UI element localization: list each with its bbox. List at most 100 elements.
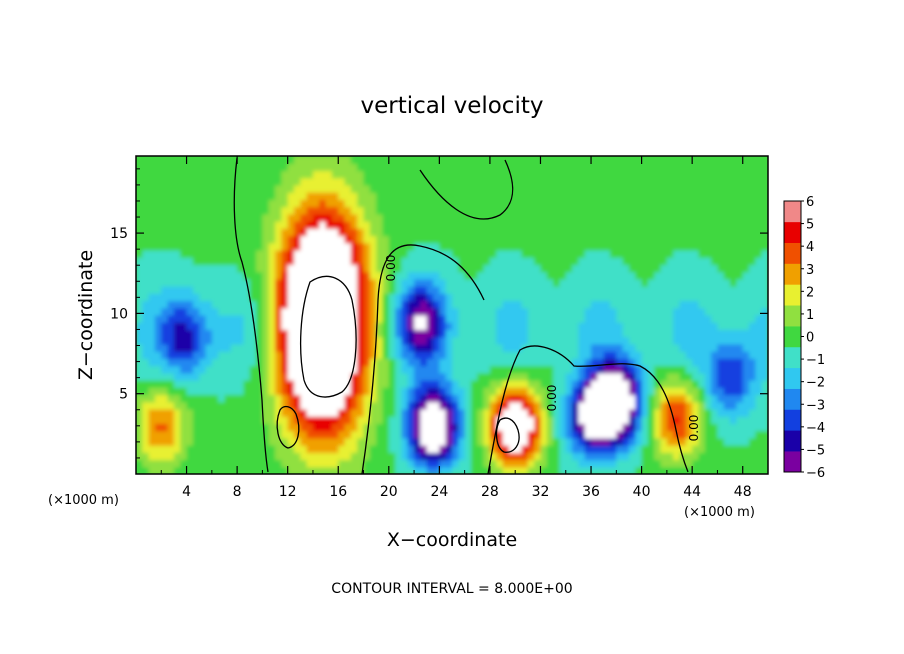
heatmap-cell <box>654 206 662 215</box>
heatmap-cell <box>300 278 308 287</box>
heatmap-cell <box>344 416 352 425</box>
heatmap-cell <box>433 286 440 294</box>
heatmap-cell <box>508 387 516 396</box>
heatmap-cell <box>395 380 403 388</box>
heatmap-cell <box>458 163 466 172</box>
heatmap-cell <box>553 365 561 374</box>
heatmap-cell <box>344 257 352 266</box>
heatmap-cell <box>477 249 485 258</box>
heatmap-cell <box>464 452 472 461</box>
heatmap-cell <box>281 394 289 403</box>
heatmap-cell <box>584 307 592 316</box>
heatmap-cell <box>584 336 592 345</box>
heatmap-cell <box>628 156 636 164</box>
heatmap-cell <box>142 351 150 359</box>
heatmap-cell <box>496 372 504 381</box>
heatmap-cell <box>344 437 352 446</box>
heatmap-cell <box>477 351 485 359</box>
heatmap-cell <box>268 286 276 294</box>
heatmap-cell <box>376 228 384 237</box>
heatmap-cell <box>698 387 706 396</box>
heatmap-cell <box>496 184 504 193</box>
heatmap-cell <box>407 372 415 381</box>
heatmap-cell <box>628 387 636 396</box>
heatmap-cell <box>603 221 611 229</box>
heatmap-cell <box>445 177 453 186</box>
heatmap-cell <box>205 394 213 403</box>
heatmap-cell <box>395 372 403 381</box>
heatmap-cell <box>312 437 320 446</box>
heatmap-cell <box>426 235 434 244</box>
heatmap-cell <box>426 271 434 280</box>
heatmap-cell <box>300 184 308 193</box>
heatmap-cell <box>161 401 169 410</box>
heatmap-cell <box>761 278 768 287</box>
heatmap-cell <box>237 365 245 374</box>
heatmap-cell <box>186 300 194 309</box>
heatmap-cell <box>698 170 706 179</box>
heatmap-cell <box>559 271 567 280</box>
heatmap-cell <box>641 315 649 323</box>
heatmap-cell <box>312 315 320 323</box>
heatmap-cell <box>275 423 282 432</box>
heatmap-cell <box>344 351 352 359</box>
heatmap-cell <box>540 430 548 439</box>
heatmap-cell <box>749 286 756 294</box>
heatmap-cell <box>603 307 611 316</box>
heatmap-cell <box>281 437 289 446</box>
heatmap-cell <box>755 394 763 403</box>
heatmap-cell <box>350 170 358 179</box>
heatmap-cell <box>230 380 238 388</box>
heatmap-cell <box>711 257 719 266</box>
heatmap-cell <box>502 278 510 287</box>
heatmap-cell <box>534 271 542 280</box>
x-tick-label: 28 <box>481 484 499 500</box>
heatmap-cell <box>445 466 453 474</box>
heatmap-cell <box>502 401 510 410</box>
heatmap-cell <box>205 271 213 280</box>
heatmap-cell <box>717 380 725 388</box>
heatmap-cell <box>458 156 466 164</box>
heatmap-cell <box>420 351 428 359</box>
colorbar-swatch <box>784 284 801 306</box>
heatmap-cell <box>414 286 421 294</box>
heatmap-cell <box>591 423 598 432</box>
heatmap-cell <box>704 401 712 410</box>
heatmap-cell <box>199 206 207 215</box>
heatmap-cell <box>319 206 327 215</box>
heatmap-cell <box>603 452 611 461</box>
colorbar-swatch <box>784 388 801 410</box>
heatmap-cell <box>420 235 428 244</box>
heatmap-cell <box>591 401 598 410</box>
heatmap-cell <box>262 307 270 316</box>
heatmap-cell <box>407 192 415 200</box>
heatmap-cell <box>730 445 737 453</box>
heatmap-cell <box>761 401 768 410</box>
heatmap-cell <box>312 336 320 345</box>
heatmap-cell <box>192 408 200 417</box>
heatmap-cell <box>591 416 598 425</box>
heatmap-cell <box>685 199 693 208</box>
heatmap-cell <box>654 199 662 208</box>
heatmap-cell <box>458 228 466 237</box>
heatmap-cell <box>249 372 257 381</box>
heatmap-cell <box>369 408 377 417</box>
heatmap-cell <box>692 459 700 468</box>
heatmap-cell <box>603 365 611 374</box>
heatmap-cell <box>350 206 358 215</box>
heatmap-cell <box>357 423 365 432</box>
heatmap-cell <box>426 365 434 374</box>
heatmap-cell <box>515 466 523 474</box>
colorbar-label: −2 <box>806 376 825 391</box>
heatmap-cell <box>218 452 226 461</box>
heatmap-cell <box>685 293 693 302</box>
heatmap-cell <box>376 242 384 251</box>
heatmap-cell <box>679 213 687 222</box>
heatmap-cell <box>546 278 554 287</box>
heatmap-cell <box>275 315 282 323</box>
heatmap-cell <box>325 459 333 468</box>
heatmap-cell <box>287 242 295 251</box>
plot-frame <box>135 155 769 475</box>
heatmap-cell <box>534 315 542 323</box>
heatmap-cell <box>306 170 314 179</box>
